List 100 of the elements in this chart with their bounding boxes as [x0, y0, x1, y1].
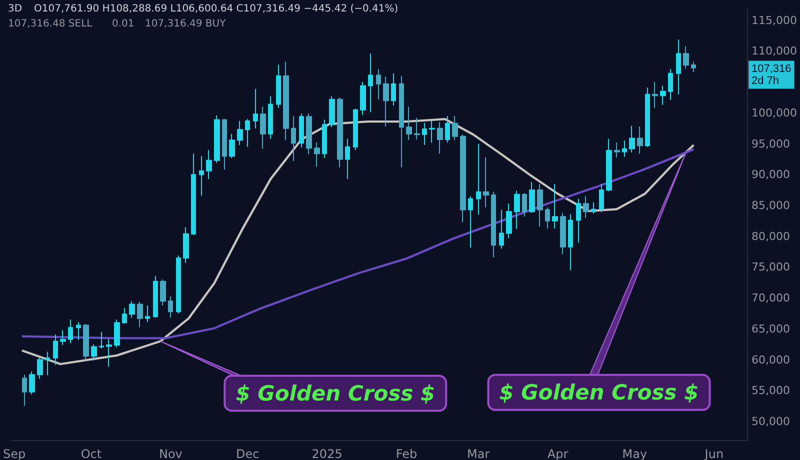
y-tick-label: 100,000 — [752, 106, 798, 120]
candlestick — [476, 143, 481, 216]
candlestick — [606, 138, 612, 192]
y-tick-label: 110,000 — [752, 44, 798, 58]
candlestick — [145, 304, 150, 323]
y-tick-label: 115,000 — [752, 14, 798, 27]
x-tick-label: Mar — [467, 447, 490, 460]
candlestick — [122, 307, 127, 324]
candlestick — [391, 72, 396, 106]
candlestick — [268, 96, 273, 140]
candlestick — [399, 75, 404, 168]
candlestick — [614, 142, 620, 158]
candlestick — [29, 370, 35, 395]
candlestick — [591, 202, 596, 214]
annotation: 3D — [8, 4, 22, 14]
candlestick — [53, 334, 58, 366]
annotation: 0.01 — [112, 18, 134, 30]
candlestick — [191, 153, 196, 236]
candlestick — [637, 126, 643, 154]
candlestick — [568, 214, 573, 271]
candlestick — [360, 82, 366, 116]
candlestick — [622, 140, 627, 158]
candlestick — [683, 46, 689, 69]
candlestick — [206, 149, 212, 180]
y-tick-label: 65,000 — [752, 322, 790, 336]
text: 107,316 2d 7h — [752, 62, 792, 87]
x-tick-label: 2025 — [312, 447, 342, 460]
candlestick — [253, 88, 258, 129]
candlestick — [691, 61, 696, 73]
candlestick — [176, 254, 181, 314]
candlestick — [60, 330, 66, 346]
y-tick-label: 70,000 — [752, 292, 790, 305]
candlestick — [337, 96, 343, 168]
candlestick — [429, 120, 435, 144]
y-tick-label: 90,000 — [752, 168, 790, 182]
line-series — [20, 118, 695, 366]
candlestick — [668, 68, 673, 100]
candlestick — [329, 96, 335, 128]
candlestick — [114, 319, 120, 348]
candlestick — [91, 344, 97, 361]
candlestick — [83, 323, 89, 362]
candlestick — [460, 134, 466, 223]
y-tick-label: 85,000 — [752, 198, 790, 212]
candlestick — [229, 133, 235, 158]
candlestick — [22, 374, 27, 406]
candlestick — [76, 322, 81, 341]
candlestick — [299, 113, 304, 148]
candlestick — [168, 296, 173, 318]
candlestick — [106, 338, 112, 368]
candlestick — [237, 120, 243, 146]
candlestick — [506, 203, 512, 239]
candlestick — [660, 85, 666, 106]
candlestick — [99, 332, 104, 350]
y-tick-label: 50,000 — [752, 414, 790, 428]
candlestick — [422, 122, 427, 146]
candlestick — [552, 183, 558, 229]
candlestick — [514, 190, 520, 230]
x-tick-label: Oct — [80, 447, 102, 460]
y-tick-label: 60,000 — [752, 353, 790, 366]
candlestick — [153, 275, 158, 318]
candlestick — [45, 351, 50, 376]
y-tick-label: 75,000 — [752, 260, 790, 274]
candlestick — [522, 192, 527, 218]
candlestick — [560, 212, 566, 255]
annotation: $ Golden Cross $ — [236, 381, 436, 406]
candlestick — [245, 118, 250, 148]
candlestick — [629, 125, 635, 153]
candlestick — [376, 68, 381, 100]
candlestick — [368, 53, 373, 113]
candlestick — [276, 64, 281, 108]
candlestick — [283, 61, 289, 141]
candlestick — [306, 113, 312, 155]
candlestick — [652, 82, 658, 108]
candlestick — [383, 76, 389, 127]
candlestick — [199, 156, 204, 196]
candlestick — [160, 279, 166, 306]
candlestick — [291, 116, 296, 162]
annotation: 107,316.48 SELL — [8, 18, 93, 30]
candlestick — [468, 196, 473, 248]
annotation: O107,761.90 H108,288.69 L106,600.64 C107,316.49 −445.42 (−0.41%) — [34, 4, 398, 14]
candlestick — [491, 191, 496, 258]
candlestick — [445, 116, 450, 144]
y-tick-label: 80,000 — [752, 230, 790, 243]
candlestick — [437, 122, 443, 154]
y-tick-label: 95,000 — [752, 137, 790, 150]
candlestick — [406, 106, 412, 141]
candlestick — [129, 300, 135, 318]
candlestick — [537, 183, 543, 227]
candlestick — [545, 206, 550, 229]
y-tick-label: 55,000 — [752, 384, 790, 398]
candlestick — [645, 87, 650, 148]
candlestick — [499, 209, 504, 250]
candlestick — [68, 319, 73, 344]
candlestick — [37, 357, 43, 380]
candlestick — [353, 108, 358, 150]
candlestick — [260, 106, 266, 150]
candlestick — [322, 119, 327, 158]
candlestick — [214, 114, 220, 164]
candlestick — [414, 117, 420, 140]
candlestick — [576, 198, 581, 244]
